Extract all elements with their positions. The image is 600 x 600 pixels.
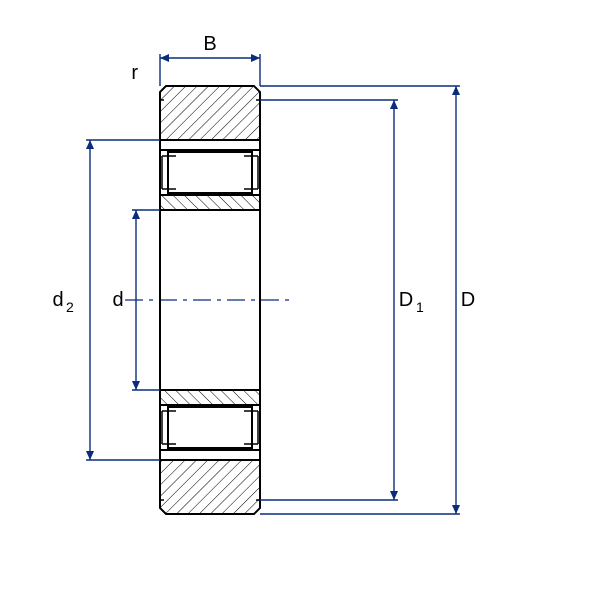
- dim-label-d2: d: [52, 289, 63, 311]
- bearing-cross-section-diagram: rBd2dD1D: [0, 0, 600, 600]
- dim-label-B: B: [203, 33, 216, 55]
- svg-text:2: 2: [66, 299, 74, 315]
- dim-label-D1: D: [399, 289, 413, 311]
- svg-text:r: r: [131, 62, 138, 84]
- dim-label-D: D: [461, 289, 475, 311]
- dim-label-d: d: [112, 289, 123, 311]
- svg-text:1: 1: [416, 299, 424, 315]
